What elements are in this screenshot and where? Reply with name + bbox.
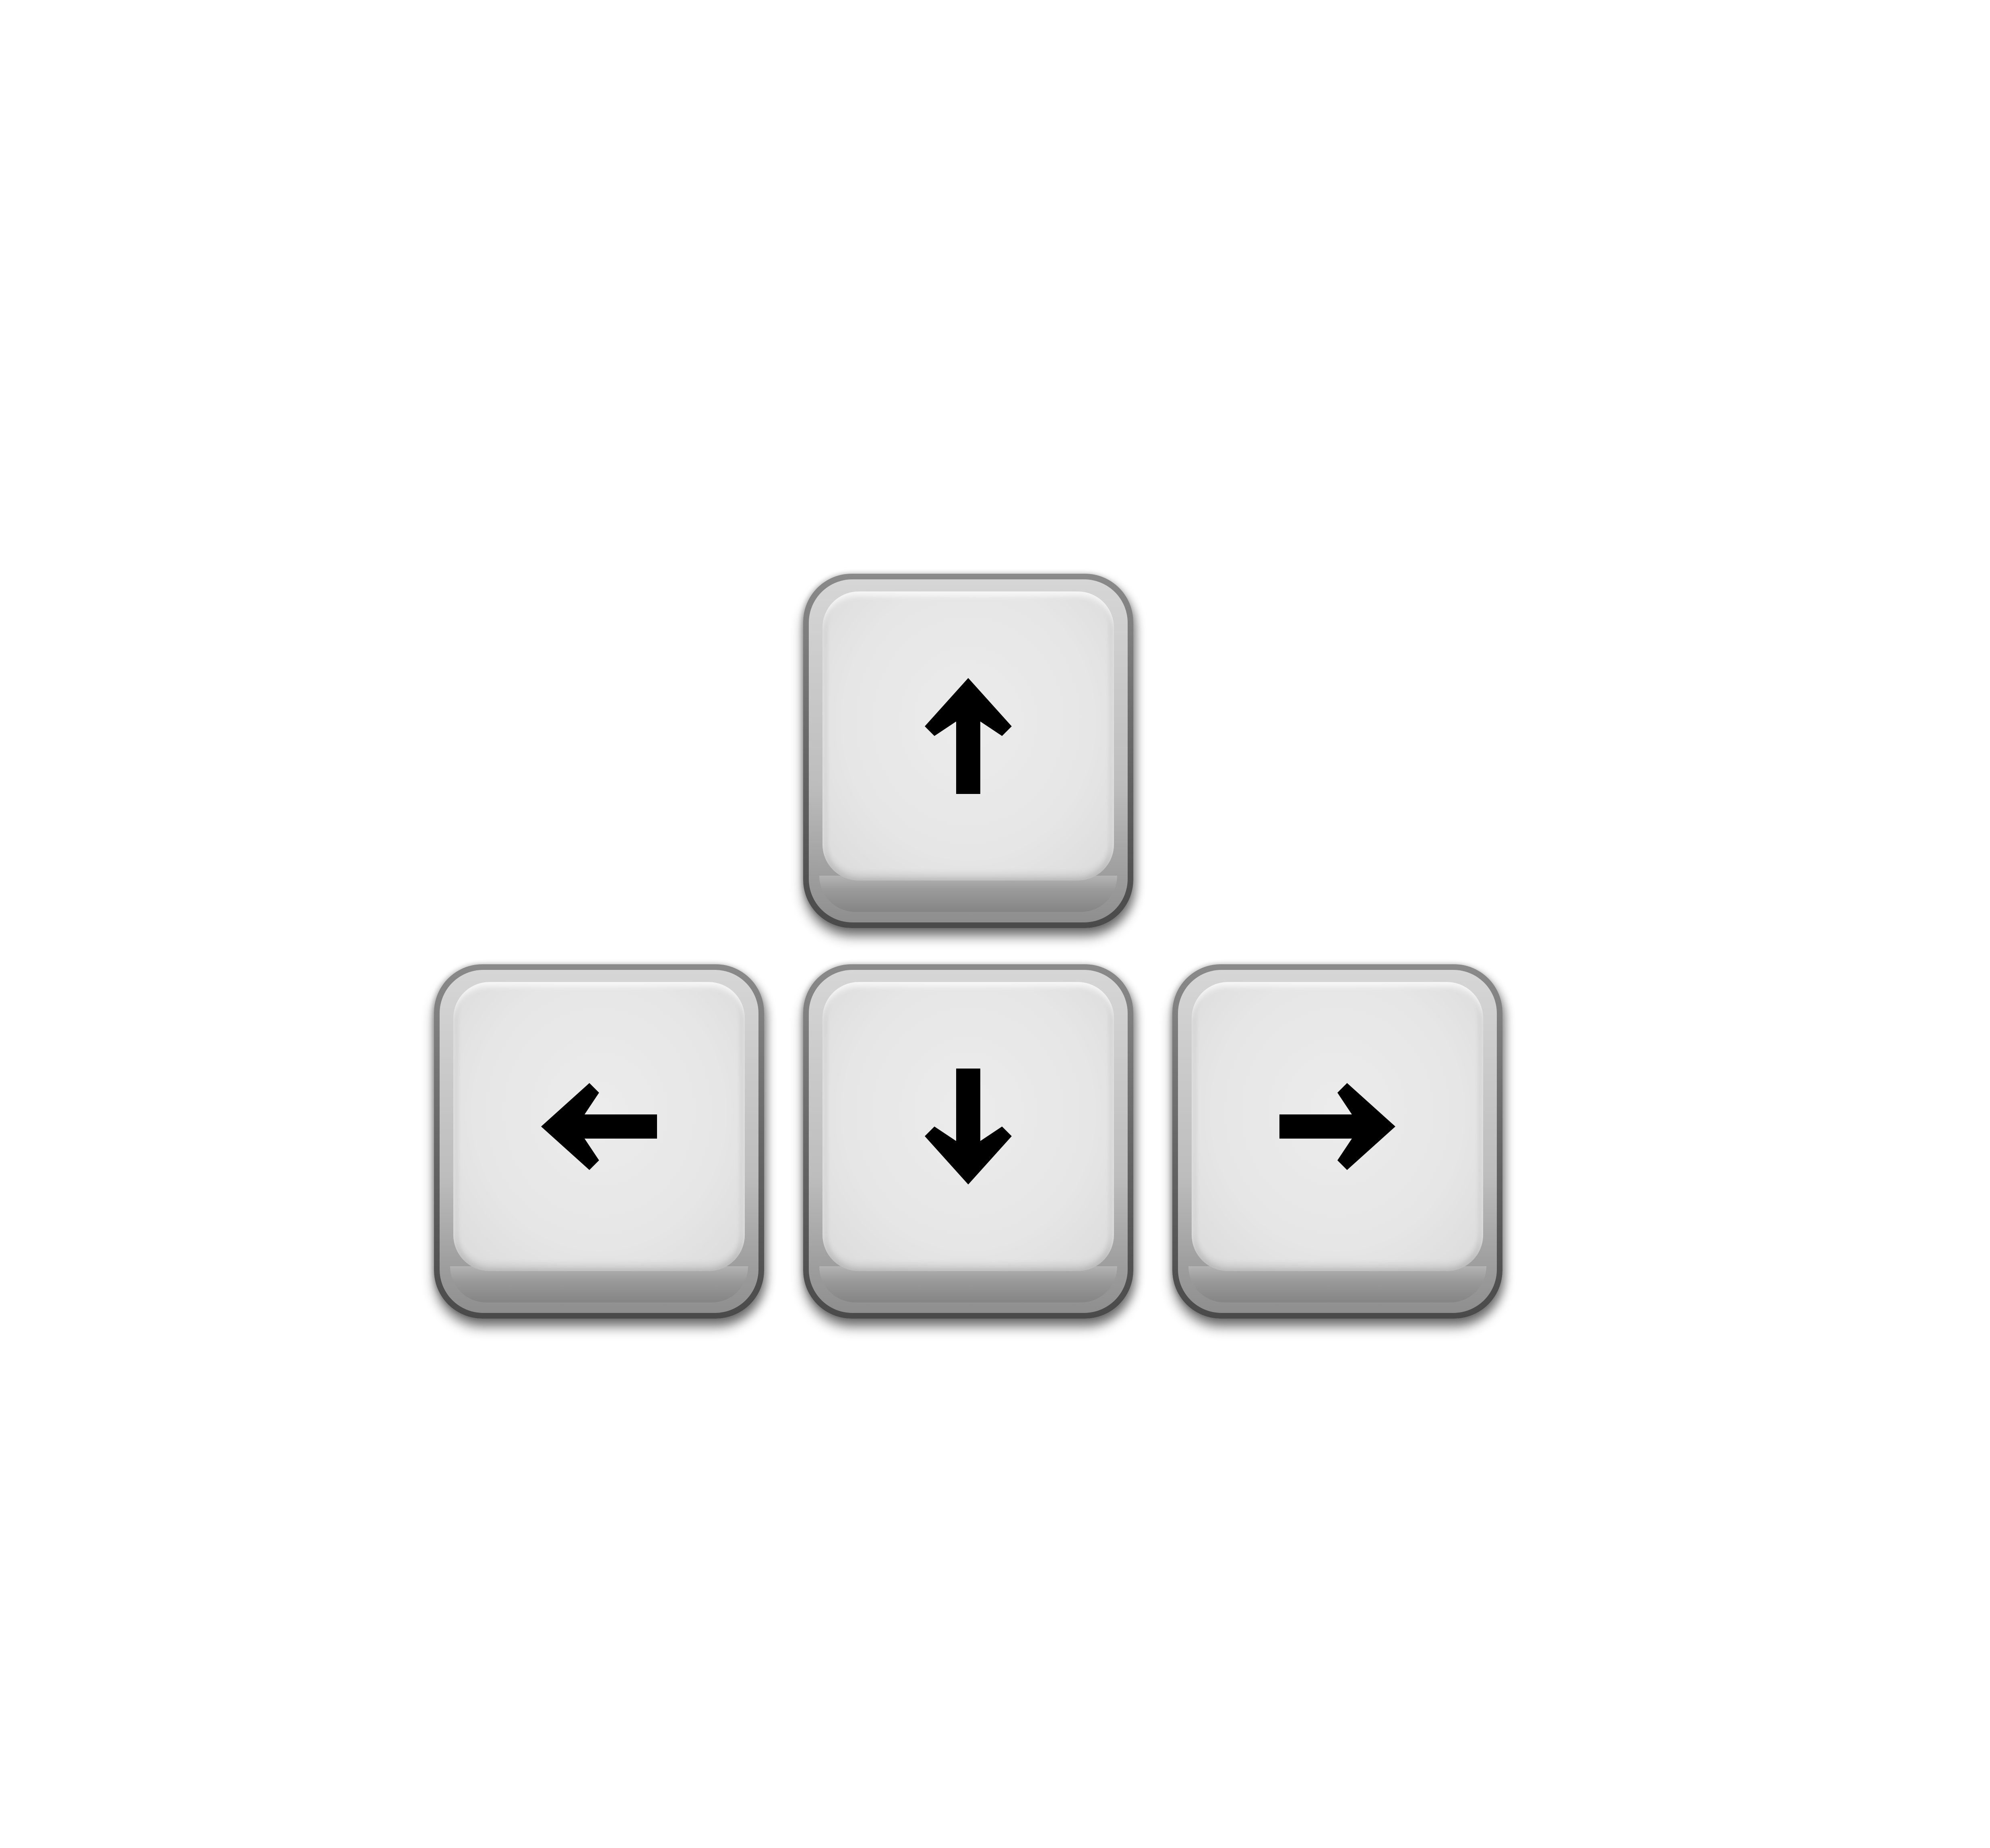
arrow-right-icon — [1279, 1083, 1395, 1170]
key-lip — [819, 876, 1117, 912]
key-lip — [450, 1266, 748, 1302]
down-arrow-key[interactable] — [803, 964, 1133, 1319]
arrow-up-icon — [925, 678, 1012, 794]
right-arrow-key[interactable] — [1172, 964, 1502, 1319]
key-lip — [819, 1266, 1117, 1302]
arrow-left-icon — [541, 1083, 657, 1170]
key-face — [822, 591, 1114, 881]
key-face — [1192, 982, 1483, 1271]
up-arrow-key[interactable] — [803, 574, 1133, 928]
arrow-down-icon — [925, 1069, 1012, 1184]
left-arrow-key[interactable] — [434, 964, 764, 1319]
key-lip — [1188, 1266, 1486, 1302]
key-face — [822, 982, 1114, 1271]
key-face — [453, 982, 745, 1271]
